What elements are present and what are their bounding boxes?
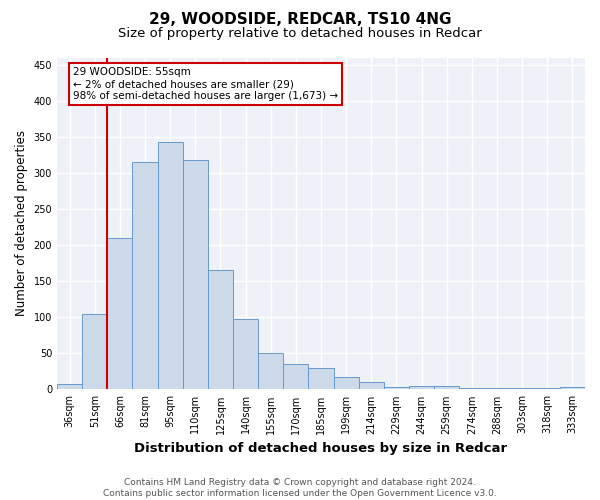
Text: 29 WOODSIDE: 55sqm
← 2% of detached houses are smaller (29)
98% of semi-detached: 29 WOODSIDE: 55sqm ← 2% of detached hous… [73,68,338,100]
Bar [409,386,434,390]
Bar [384,386,409,390]
Bar [183,160,208,390]
Bar [208,270,233,390]
X-axis label: Distribution of detached houses by size in Redcar: Distribution of detached houses by size … [134,442,508,455]
Bar [434,386,459,390]
Bar [107,238,133,390]
Bar [133,162,158,390]
Bar [334,377,359,390]
Bar [158,142,183,390]
Bar [57,384,82,390]
Bar [484,388,509,390]
Bar [308,368,334,390]
Bar [509,388,535,390]
Bar [359,382,384,390]
Text: Contains HM Land Registry data © Crown copyright and database right 2024.
Contai: Contains HM Land Registry data © Crown c… [103,478,497,498]
Y-axis label: Number of detached properties: Number of detached properties [15,130,28,316]
Bar [258,354,283,390]
Text: 29, WOODSIDE, REDCAR, TS10 4NG: 29, WOODSIDE, REDCAR, TS10 4NG [149,12,451,28]
Text: Size of property relative to detached houses in Redcar: Size of property relative to detached ho… [118,28,482,40]
Bar [535,388,560,390]
Bar [459,388,484,390]
Bar [82,314,107,390]
Bar [233,320,258,390]
Bar [560,388,585,390]
Bar [283,364,308,390]
